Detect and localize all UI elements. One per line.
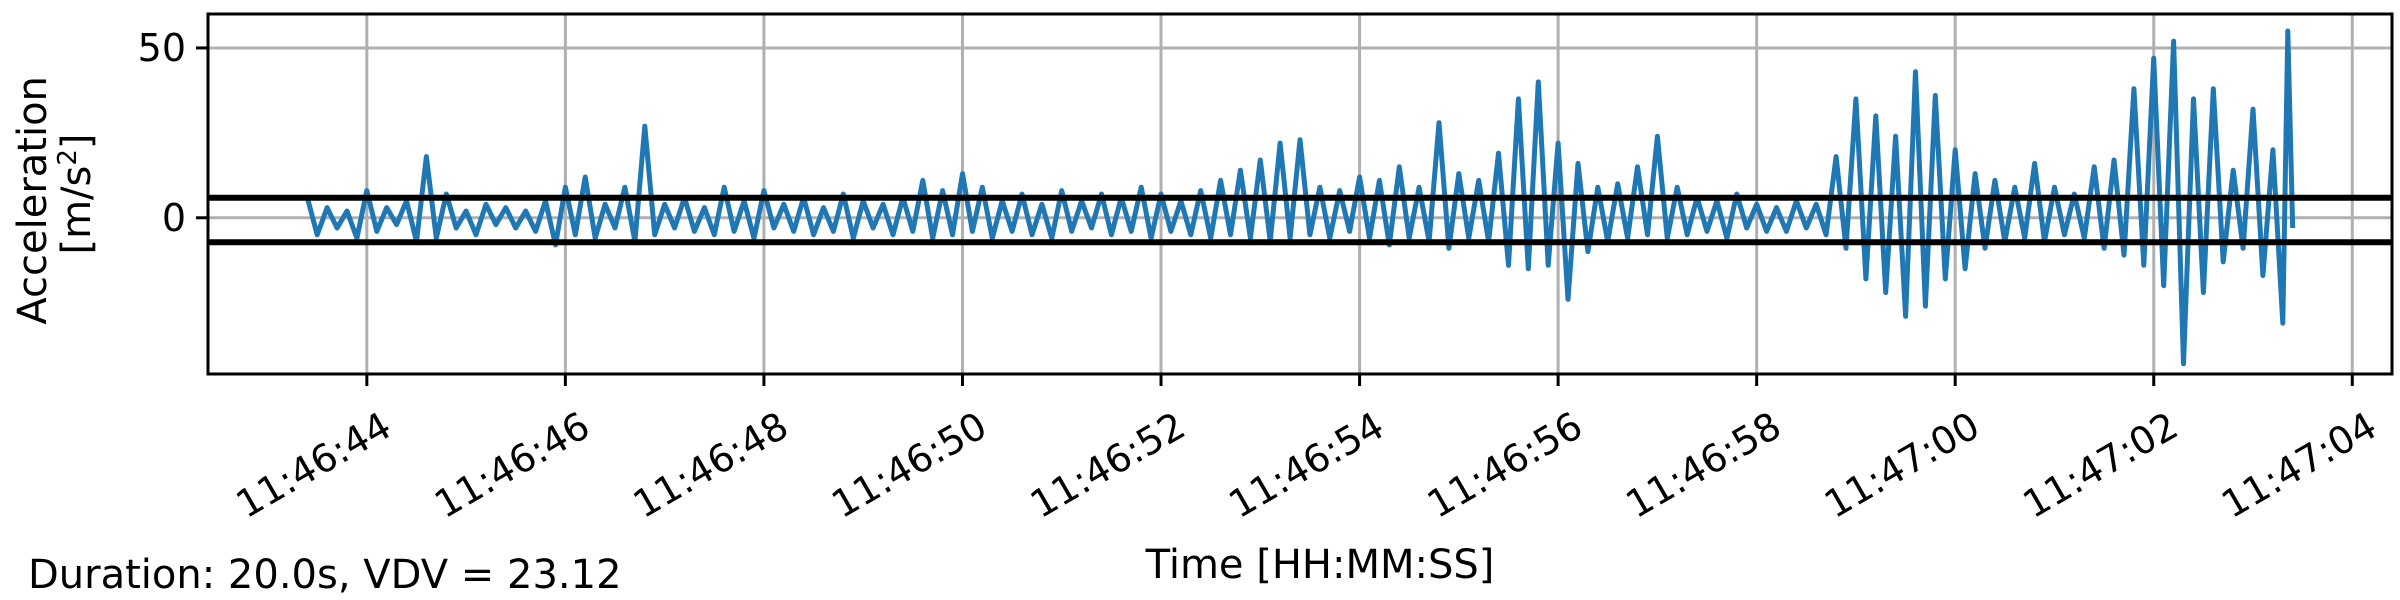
y-tick-label: 0 [162, 196, 186, 240]
y-axis-label-unit: [m/s [54, 166, 100, 255]
x-tick-label: 11:47:04 [2214, 403, 2384, 526]
y-axis-label-unit-superscript: 2 [53, 149, 83, 166]
x-tick-label: 11:46:50 [824, 403, 994, 526]
x-tick-label: 11:46:52 [1023, 403, 1193, 526]
x-tick-label: 11:47:00 [1817, 403, 1987, 526]
x-tick-label: 11:46:44 [229, 403, 399, 526]
y-axis-label-unit-close: ] [54, 133, 100, 149]
tick-layer: 11:46:44 11:46:46 11:46:48 11:46:50 11:46:52… [138, 26, 2384, 527]
x-tick-label: 11:47:02 [2016, 403, 2186, 526]
x-tick-label: 11:46:56 [1420, 403, 1590, 526]
threshold-layer [208, 194, 2392, 246]
x-tick-label: 11:46:46 [427, 403, 597, 526]
x-axis-label: Time [HH:MM:SS] [1145, 542, 1495, 588]
series-layer [304, 28, 2296, 367]
acceleration-series-line [304, 28, 2296, 367]
x-tick-label: 11:46:48 [626, 403, 796, 526]
y-axis-label-line1: Acceleration [10, 76, 56, 325]
x-tick-label: 11:46:54 [1221, 403, 1391, 526]
duration-vdv-caption: Duration: 20.0s, VDV = 23.12 [28, 552, 622, 598]
y-axis-label: Acceleration [m/s2] [10, 63, 100, 324]
plot-frame [206, 12, 2394, 376]
x-tick-label: 11:46:58 [1618, 403, 1788, 526]
grid-layer [208, 14, 2392, 374]
y-tick-label: 50 [138, 26, 186, 70]
